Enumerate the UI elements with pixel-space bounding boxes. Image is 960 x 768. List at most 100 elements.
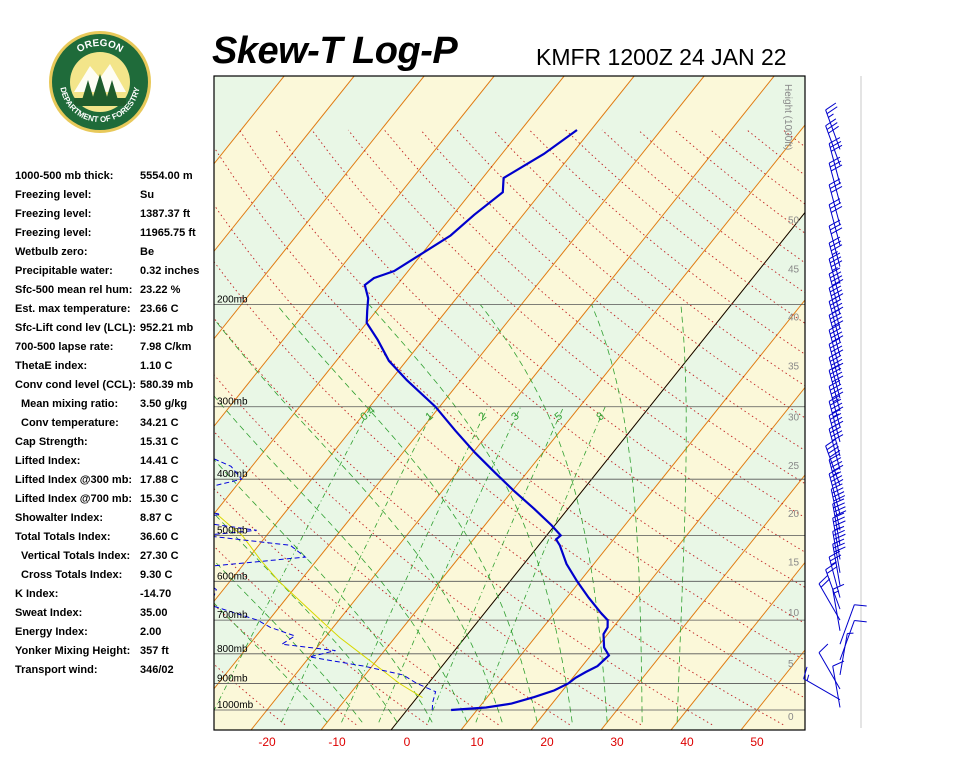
wind-barb-flag: [828, 409, 841, 416]
height-tick-label: 10: [788, 608, 800, 619]
station-time-label: KMFR 1200Z 24 JAN 22: [536, 44, 787, 70]
wind-barb-flag: [829, 398, 842, 406]
wind-barb-flag: [825, 118, 837, 127]
wind-barb-staff: [828, 428, 841, 470]
wind-barb-flag: [830, 205, 843, 213]
wind-barb-flag: [831, 478, 844, 486]
isobar-label: 1000mb: [217, 700, 254, 711]
height-tick-label: 35: [788, 362, 800, 373]
index-label: Freezing level:: [15, 189, 92, 201]
index-row: Lifted Index @700 mb: 15.30 C: [15, 490, 215, 509]
index-value: 27.30 C: [140, 550, 179, 562]
index-row: Sweat Index: 35.00: [15, 604, 215, 623]
index-row: Showalter Index: 8.87 C: [15, 509, 215, 528]
wind-barb-staff: [825, 569, 841, 610]
isotherm-line: [214, 76, 705, 690]
isobar-label: 800mb: [217, 644, 248, 655]
wind-barb-flag: [828, 394, 841, 402]
wind-barb-flag: [828, 379, 841, 387]
index-value: 7.98 C/km: [140, 341, 192, 353]
index-row: Energy Index: 2.00: [15, 623, 215, 642]
height-tick-label: 30: [788, 413, 800, 424]
index-value: 15.31 C: [140, 436, 179, 448]
wind-barb-flag: [830, 244, 843, 252]
mixing-ratio-line: [280, 406, 436, 723]
wind-barb-half-flag: [833, 398, 839, 403]
isotherm-line: [214, 76, 495, 428]
wind-barb-staff: [828, 344, 841, 385]
index-row: Conv temperature: 34.21 C: [15, 414, 215, 433]
wind-barb-staff: [828, 287, 841, 329]
index-value: 1.10 C: [140, 360, 173, 372]
index-label: Total Totals Index:: [15, 531, 111, 543]
height-tick-label: 0: [788, 712, 794, 723]
parcel-trace: [214, 510, 423, 699]
index-label: ThetaE index:: [15, 360, 88, 372]
wind-barb-flag: [830, 316, 843, 324]
index-label: Transport wind:: [15, 664, 98, 676]
index-value: 15.30 C: [140, 493, 179, 505]
wind-barb-flag: [828, 156, 841, 164]
wind-barb-flag: [829, 383, 842, 391]
wind-barb-staff: [832, 589, 841, 631]
isobar-label: 700mb: [217, 610, 248, 621]
index-value: 35.00: [140, 607, 168, 619]
index-value: 14.41 C: [140, 455, 179, 467]
height-tick-label: 20: [788, 509, 800, 520]
isotherm-line: [214, 76, 425, 340]
index-value: 11965.75 ft: [140, 227, 196, 239]
wind-barb-flag: [829, 271, 842, 279]
logo-ground: [74, 98, 126, 106]
wind-barb-staff: [828, 459, 841, 501]
index-row: Transport wind: 346/02: [15, 661, 215, 680]
wind-barb-flag: [830, 475, 843, 482]
height-tick-label: 5: [788, 659, 794, 670]
wind-barb-flag: [830, 387, 843, 395]
wind-barb-flag: [829, 141, 842, 148]
wind-barb-flag: [830, 164, 843, 172]
index-value: -14.70: [140, 588, 172, 600]
wind-barb-flag: [826, 442, 838, 451]
index-row: Sfc-Lift cond lev (LCL): 952.21 mb: [15, 319, 215, 338]
index-row: Freezing level: 1387.37 ft: [15, 205, 215, 224]
wind-barb-flag: [832, 583, 845, 590]
index-label: Lifted Index @700 mb:: [15, 493, 133, 505]
logo-tree-icon: [82, 74, 118, 100]
index-label: Lifted Index:: [15, 455, 81, 467]
mixing-ratio-line: [378, 406, 522, 723]
isotherm-line: [214, 76, 565, 515]
index-row: Cross Totals Index: 9.30 C: [15, 566, 215, 585]
index-label: Freezing level:: [15, 208, 92, 220]
mixing-ratio-line: [214, 406, 372, 712]
wind-barb-flag: [831, 279, 844, 286]
index-row: Conv cond level (CCL): 580.39 mb: [15, 376, 215, 395]
wind-barb-flag: [830, 275, 843, 283]
index-row: Lifted Index: 14.41 C: [15, 452, 215, 471]
index-label: Vertical Totals Index:: [21, 550, 131, 562]
isotherm-line: [214, 76, 215, 78]
index-value: 580.39 mb: [140, 379, 194, 391]
wind-barb-staff: [825, 445, 841, 486]
wind-barb-half-flag: [831, 251, 838, 256]
mixing-ratio-line: [341, 406, 489, 723]
wind-barb-staff: [828, 273, 841, 315]
moist-adiabat: [214, 512, 398, 723]
moist-adiabat: [479, 304, 608, 723]
index-value: 346/02: [140, 664, 174, 676]
index-label: Freezing level:: [15, 227, 92, 239]
wind-barbs: [803, 76, 867, 728]
x-tick-label: -10: [328, 735, 346, 749]
isobar-label: 500mb: [217, 525, 248, 536]
index-row: Est. max temperature: 23.66 C: [15, 300, 215, 319]
index-value: 8.87 C: [140, 512, 173, 524]
wind-barb-staff: [832, 666, 841, 708]
wind-barb-staff: [828, 258, 841, 300]
wind-barb-staff: [832, 544, 841, 586]
index-row: Lifted Index @300 mb: 17.88 C: [15, 471, 215, 490]
isotherm-line: [214, 76, 635, 603]
wind-barb-staff: [828, 556, 841, 598]
index-value: 3.50 g/kg: [140, 398, 188, 410]
dry-adiabat: [311, 129, 805, 553]
x-tick-label: 20: [540, 735, 554, 749]
dry-adiabat: [782, 129, 805, 148]
